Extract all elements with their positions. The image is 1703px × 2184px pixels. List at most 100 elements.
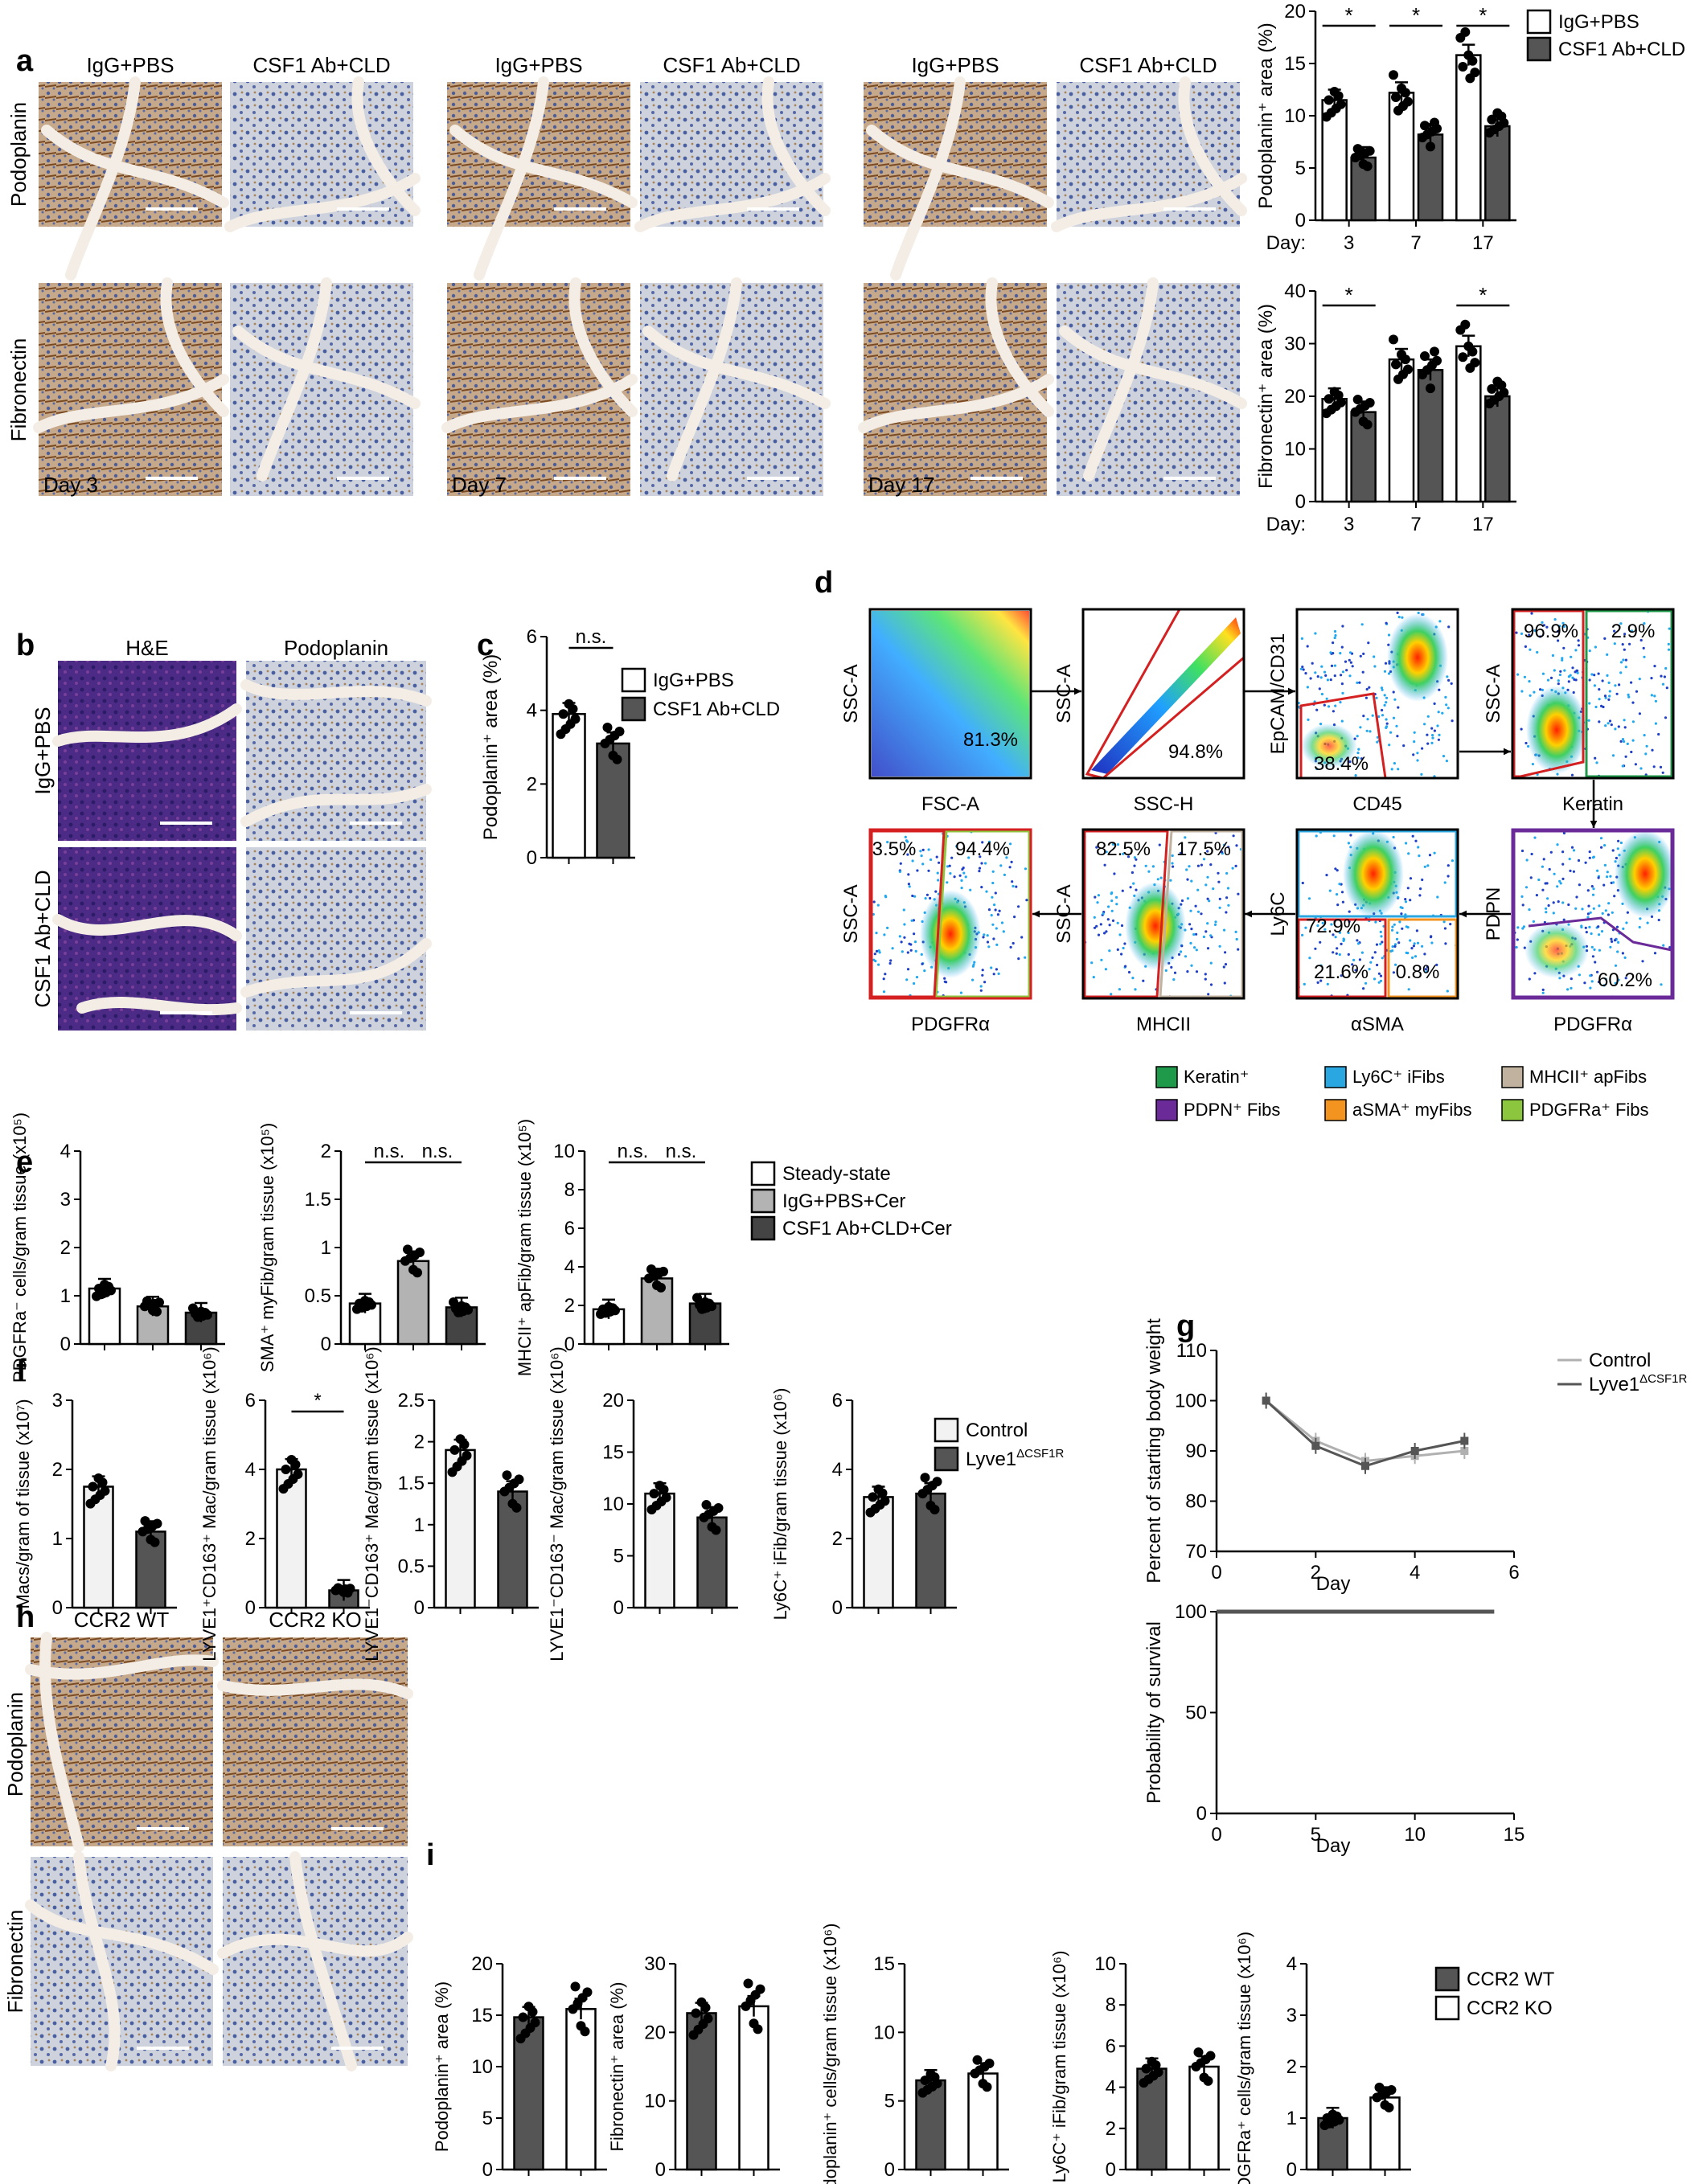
- flow-event: [1606, 871, 1609, 874]
- flow-event: [1206, 875, 1209, 879]
- micrograph-septum: [289, 1851, 357, 2071]
- flow-event: [1626, 742, 1629, 746]
- flow-event: [1209, 961, 1213, 965]
- chart-f5: 0 2 4 6 Ly6C⁺ iFib/gram tissue (x10⁶): [770, 1388, 957, 1620]
- flow-event: [1426, 715, 1430, 718]
- gate-percentage: 72.9%: [1306, 916, 1360, 937]
- flow-gate: [1159, 830, 1244, 998]
- data-point: [1380, 2100, 1390, 2110]
- flow-event: [1204, 977, 1207, 981]
- flow-event: [920, 854, 923, 858]
- data-point: [100, 1280, 109, 1290]
- flow-event: [1570, 977, 1573, 981]
- flow-event: [1380, 686, 1384, 690]
- flow-event: [1621, 643, 1624, 646]
- flow-event: [1663, 675, 1666, 678]
- gate-percentage: 81.3%: [963, 729, 1018, 751]
- panel-label-h: h: [16, 1600, 35, 1634]
- flow-event: [1574, 649, 1578, 652]
- flow-event: [1104, 968, 1107, 971]
- y-tick-label: 4: [564, 1256, 575, 1278]
- panel-label-i: i: [426, 1838, 435, 1872]
- flow-event: [1111, 919, 1115, 922]
- flow-event: [1020, 936, 1024, 939]
- y-tick-label: 1.5: [398, 1473, 425, 1494]
- flow-event: [991, 923, 995, 926]
- flow-event: [1617, 940, 1620, 944]
- data-point: [1205, 2051, 1216, 2061]
- data-point: [1389, 70, 1398, 80]
- flow-event: [979, 855, 982, 858]
- flow-event: [1557, 682, 1560, 686]
- flow-event: [1231, 867, 1234, 870]
- flow-event: [1421, 878, 1424, 882]
- flow-event: [1237, 892, 1240, 895]
- flow-event: [1327, 705, 1331, 708]
- labels-layer: a IgG+PBS CSF1 Ab+CLD IgG+PBS CSF1 Ab+CLD IgG…: [3, 9, 1688, 2021]
- data-point: [1364, 397, 1375, 408]
- flow-event: [1581, 908, 1584, 911]
- flow-event: [1587, 904, 1590, 908]
- significance-mark: n.s.: [666, 1141, 697, 1162]
- flow-event: [996, 913, 999, 916]
- micrograph-septum: [240, 784, 432, 827]
- flow-event: [1660, 674, 1663, 678]
- flow-event: [1093, 926, 1097, 929]
- flow-event: [1630, 750, 1633, 754]
- flow-event: [1668, 946, 1672, 949]
- flow-event: [927, 869, 930, 872]
- flow-gate: [1512, 609, 1585, 778]
- gate-percentage: 94.8%: [1168, 741, 1223, 763]
- data-point: [408, 1264, 418, 1275]
- flow-event: [949, 872, 952, 875]
- chart-e2: 0 0.5 1 1.5 2 SMA⁺ myFib/gram tissue (x10⁵) n.…: [257, 1123, 486, 1372]
- data-point: [1499, 387, 1509, 398]
- y-axis-label: PDGFRa⁻ cells/gram tissue (x10⁵): [10, 1112, 30, 1383]
- flow-event: [1533, 690, 1536, 694]
- flow-event: [883, 933, 886, 936]
- flow-event: [1024, 956, 1027, 959]
- flow-event: [1411, 834, 1414, 838]
- flow-event: [980, 862, 983, 865]
- data-point: [700, 1297, 710, 1307]
- flow-event: [1431, 736, 1434, 740]
- flow-event: [1562, 918, 1566, 921]
- flow-event: [1376, 963, 1379, 967]
- panel-label-c: c: [477, 629, 494, 662]
- flow-event: [921, 962, 924, 965]
- flow-event: [1450, 682, 1453, 686]
- flow-y-axis-label: EpCAM/CD31: [1267, 633, 1289, 755]
- flow-event: [1528, 633, 1531, 637]
- flow-event: [1206, 897, 1209, 900]
- flow-event: [1661, 771, 1664, 774]
- flow-event: [1202, 858, 1206, 861]
- flow-event: [1617, 725, 1620, 728]
- flow-event: [1400, 912, 1403, 916]
- data-point: [1374, 2082, 1385, 2092]
- flow-event: [913, 895, 917, 898]
- flow-event: [1224, 951, 1227, 954]
- chart-f4: 0 5 10 15 20 LYVE1⁻CD163⁻ Mac/gram tissue (x1…: [547, 1346, 738, 1662]
- y-tick-label: 2: [1286, 2056, 1297, 2078]
- flow-event: [959, 991, 962, 994]
- legend-label: CCR2 WT: [1467, 1969, 1555, 1990]
- flow-event: [1546, 678, 1550, 682]
- data-point: [1141, 2063, 1151, 2074]
- flow-event: [1196, 864, 1200, 867]
- data-point: [1430, 117, 1439, 128]
- flow-event: [994, 891, 997, 895]
- flow-event: [990, 966, 993, 969]
- data-point: [873, 1484, 884, 1494]
- flow-event: [1204, 930, 1208, 933]
- flow-event: [1659, 765, 1663, 769]
- flow-event: [1590, 673, 1594, 676]
- flow-event: [876, 904, 880, 907]
- flow-event: [913, 940, 917, 944]
- day-label: Day 7: [452, 473, 507, 497]
- data-point: [1352, 395, 1363, 405]
- flow-event: [1357, 748, 1360, 751]
- flow-event: [1664, 716, 1668, 719]
- micrograph-b-podoplanin-2: [240, 847, 432, 1031]
- flow-event: [1596, 970, 1599, 973]
